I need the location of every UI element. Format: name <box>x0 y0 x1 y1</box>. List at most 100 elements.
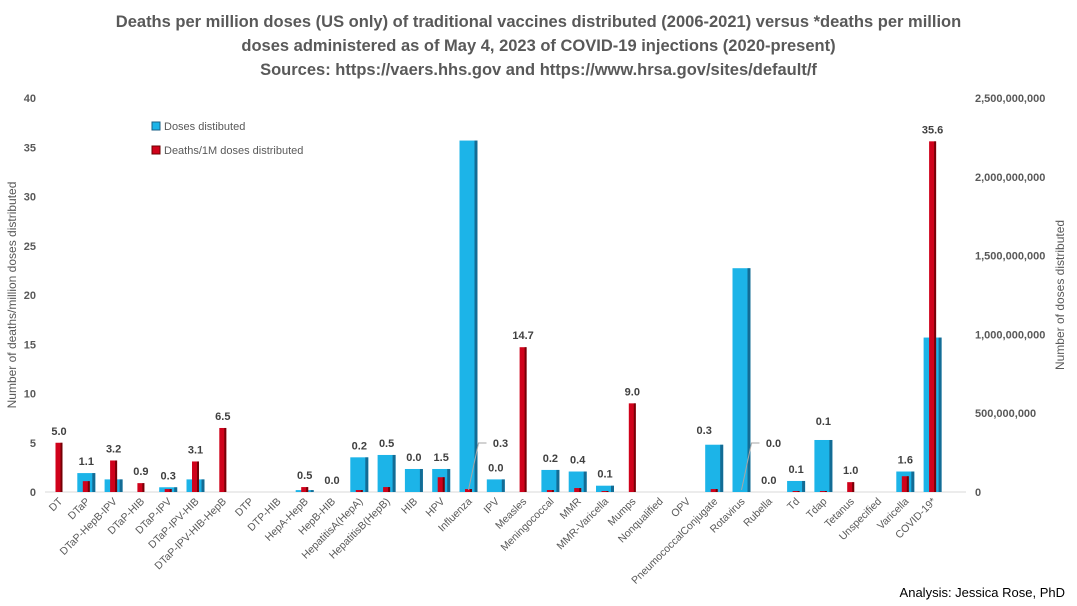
right-y-axis: 0 500,000,000 1,000,000,000 1,500,000,000 2,… <box>975 93 1045 499</box>
doses-bar-shade <box>119 479 123 492</box>
data-label: 0.2 <box>352 440 367 452</box>
analysis-credit: Analysis: Jessica Rose, PhD <box>899 585 1065 600</box>
title-line-1: Deaths per million doses (US only) of tr… <box>115 13 962 31</box>
deaths-bar <box>383 487 391 492</box>
bars-group <box>55 140 942 492</box>
data-label: 1.5 <box>434 452 449 464</box>
deaths-bar <box>110 460 118 492</box>
data-label: 0.3 <box>697 425 712 437</box>
data-label: 0.0 <box>406 452 421 464</box>
left-y-axis: 0 5 10 15 20 25 30 35 40 <box>24 93 36 499</box>
doses-bar <box>350 457 369 492</box>
data-label: 0.0 <box>488 462 503 474</box>
category-label: DT <box>47 495 66 514</box>
data-label: 0.5 <box>297 470 312 482</box>
deaths-bar-shade <box>360 490 363 492</box>
doses-bar <box>732 268 751 492</box>
right-y-tick-label: 1,000,000,000 <box>975 329 1045 341</box>
deaths-bar-shade <box>224 427 227 492</box>
data-label: 1.6 <box>898 455 913 467</box>
deaths-bar <box>574 488 582 492</box>
data-label: 35.6 <box>922 124 943 136</box>
doses-bar <box>459 140 478 492</box>
category-label: HIB <box>399 496 420 517</box>
doses-bar <box>377 454 396 492</box>
doses-bar <box>486 479 505 492</box>
doses-bar-shade <box>501 479 505 492</box>
deaths-bar-shade <box>442 477 445 492</box>
doses-bar-shade <box>720 444 724 492</box>
deaths-bar <box>465 489 472 492</box>
deaths-bar-shade <box>606 491 609 492</box>
doses-bar-shade <box>829 439 833 492</box>
deaths-bar <box>301 487 309 492</box>
data-label: 0.5 <box>379 438 394 450</box>
data-label: 0.0 <box>761 475 776 487</box>
data-label: 1.0 <box>843 465 858 477</box>
doses-bar-shade <box>419 468 423 492</box>
left-y-tick-label: 20 <box>24 290 36 302</box>
deaths-bar <box>55 442 63 492</box>
deaths-bar-shade <box>470 489 472 492</box>
deaths-bar-shade <box>934 141 937 492</box>
doses-bar <box>596 485 614 492</box>
deaths-bar <box>901 476 909 492</box>
doses-bar-shade <box>447 468 451 492</box>
deaths-bar <box>192 461 199 492</box>
deaths-bar-shade <box>906 476 909 492</box>
right-y-axis-label: Number of doses distributed <box>1053 220 1067 370</box>
doses-bar-shade <box>392 454 396 492</box>
deaths-bar <box>710 489 718 492</box>
deaths-bar-shade <box>306 487 309 492</box>
deaths-bar <box>82 481 90 492</box>
data-label: 5.0 <box>51 426 66 438</box>
doses-bar-shade <box>92 473 96 492</box>
doses-bar-shade <box>747 268 751 492</box>
doses-bar <box>814 439 833 492</box>
deaths-bar-shade <box>524 347 527 492</box>
legend-swatch-doses <box>151 121 161 131</box>
doses-bar-shade <box>938 337 942 492</box>
doses-bar-shade <box>911 471 915 492</box>
deaths-bar <box>792 491 800 492</box>
deaths-bar-shade <box>551 490 554 492</box>
right-y-tick-label: 0 <box>975 487 981 499</box>
data-label-leader <box>468 442 487 491</box>
data-label: 1.1 <box>79 456 94 468</box>
data-label: 9.0 <box>625 386 640 398</box>
data-label: 0.1 <box>816 416 831 428</box>
deaths-bar <box>628 403 636 492</box>
deaths-bar <box>546 490 554 492</box>
deaths-bar <box>355 490 363 492</box>
doses-bar <box>705 444 724 492</box>
left-y-tick-label: 25 <box>24 241 36 253</box>
right-y-tick-label: 2,500,000,000 <box>975 93 1045 105</box>
right-y-tick-label: 1,500,000,000 <box>975 251 1045 263</box>
deaths-bar <box>137 483 145 492</box>
deaths-bar-shade <box>197 461 199 492</box>
deaths-bar <box>164 489 172 492</box>
legend-label-deaths: Deaths/1M doses distributed <box>164 145 303 157</box>
deaths-bar-shade <box>388 487 391 492</box>
doses-bar <box>787 480 806 492</box>
doses-bar <box>541 469 560 492</box>
doses-bar-shade <box>310 490 314 492</box>
data-labels-group: 5.0 1.1 3.2 0.9 0.3 3.1 6.5 0.5 0.0 0.2 0.5 0.0 1.5 0… <box>51 124 943 491</box>
legend-label-doses: Doses distibuted <box>164 121 245 133</box>
deaths-bar-shade <box>824 491 827 492</box>
legend-swatch-deaths <box>151 145 161 155</box>
data-label: 14.7 <box>512 330 533 342</box>
left-y-tick-label: 40 <box>24 93 36 105</box>
deaths-bar-shade <box>60 442 63 492</box>
left-y-tick-label: 30 <box>24 192 36 204</box>
data-label: 0.2 <box>543 453 558 465</box>
right-y-tick-label: 2,000,000,000 <box>975 172 1045 184</box>
category-label: IPV <box>481 496 501 516</box>
category-labels-group: DT DTaPDTaP-HepB-IPVDTaP-HIBDTaP-IPVDTaP-… <box>47 495 939 586</box>
doses-bar <box>568 471 587 492</box>
data-label: 0.1 <box>788 464 803 476</box>
deaths-bar-shade <box>797 491 800 492</box>
title-line-3: Sources: https://vaers.hhs.gov and https… <box>260 61 817 79</box>
data-label: 0.0 <box>324 475 339 487</box>
